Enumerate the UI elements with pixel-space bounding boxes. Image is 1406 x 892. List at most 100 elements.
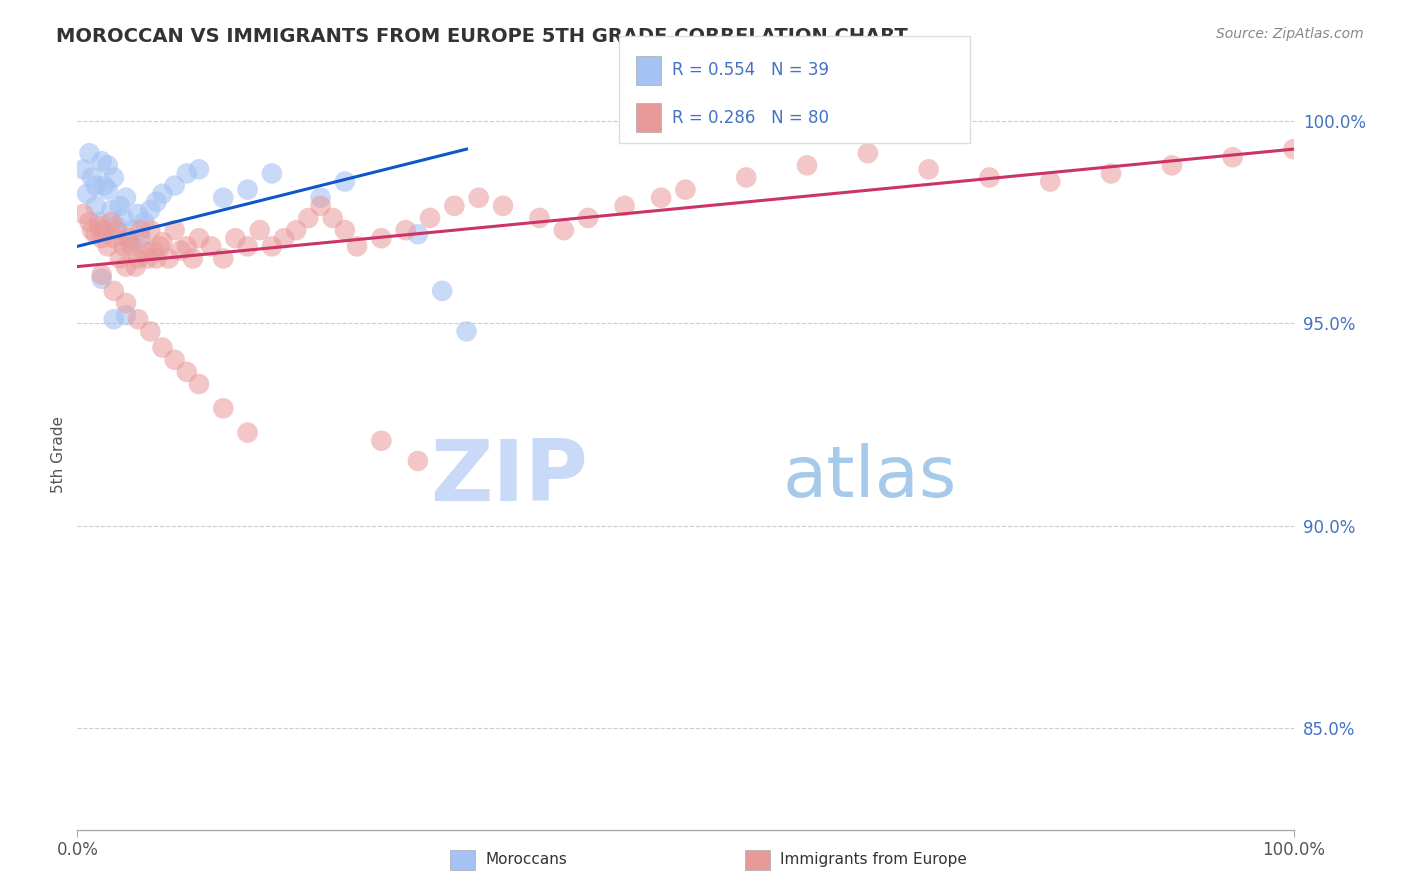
- Point: [613, 199, 636, 213]
- Point: [89, 219, 111, 233]
- Point: [157, 252, 180, 266]
- Point: [200, 239, 222, 253]
- Point: [419, 211, 441, 225]
- Point: [134, 244, 156, 258]
- Y-axis label: 5th Grade: 5th Grade: [51, 417, 66, 493]
- Point: [370, 231, 392, 245]
- Point: [97, 183, 120, 197]
- Point: [212, 191, 235, 205]
- Point: [1222, 150, 1244, 164]
- Point: [735, 170, 758, 185]
- Point: [170, 244, 193, 258]
- Point: [918, 162, 941, 177]
- Point: [260, 166, 283, 180]
- Point: [105, 219, 128, 233]
- Point: [103, 170, 125, 185]
- Point: [1161, 158, 1184, 172]
- Point: [129, 223, 152, 237]
- Point: [115, 308, 138, 322]
- Point: [112, 239, 135, 253]
- Point: [90, 271, 112, 285]
- Point: [176, 166, 198, 180]
- Text: MOROCCAN VS IMMIGRANTS FROM EUROPE 5TH GRADE CORRELATION CHART: MOROCCAN VS IMMIGRANTS FROM EUROPE 5TH G…: [56, 27, 908, 45]
- Point: [108, 252, 131, 266]
- Text: R = 0.286   N = 80: R = 0.286 N = 80: [672, 109, 830, 127]
- Point: [139, 202, 162, 217]
- Point: [72, 162, 94, 177]
- Point: [1282, 142, 1305, 156]
- Point: [103, 312, 125, 326]
- Point: [117, 235, 139, 250]
- Point: [93, 178, 115, 193]
- Point: [675, 183, 697, 197]
- Point: [127, 312, 149, 326]
- Point: [89, 215, 111, 229]
- Point: [84, 178, 107, 193]
- Point: [97, 158, 120, 172]
- Point: [212, 252, 235, 266]
- Point: [370, 434, 392, 448]
- Point: [309, 191, 332, 205]
- Point: [152, 341, 174, 355]
- Point: [145, 252, 167, 266]
- Point: [163, 178, 186, 193]
- Point: [456, 325, 478, 339]
- Point: [188, 231, 211, 245]
- Point: [80, 223, 103, 237]
- Point: [103, 231, 125, 245]
- Point: [188, 377, 211, 392]
- Point: [115, 296, 138, 310]
- Point: [72, 207, 94, 221]
- Point: [90, 268, 112, 282]
- Point: [236, 183, 259, 197]
- Point: [115, 260, 138, 274]
- Text: Immigrants from Europe: Immigrants from Europe: [780, 853, 967, 867]
- Point: [145, 194, 167, 209]
- Point: [129, 231, 152, 245]
- Point: [84, 199, 107, 213]
- Point: [260, 239, 283, 253]
- Point: [467, 191, 489, 205]
- Point: [97, 239, 120, 253]
- Point: [333, 175, 356, 189]
- Point: [176, 239, 198, 253]
- Point: [105, 223, 128, 237]
- Point: [84, 227, 107, 242]
- Point: [76, 186, 98, 201]
- Point: [152, 235, 174, 250]
- Point: [236, 425, 259, 440]
- Point: [79, 146, 101, 161]
- Point: [406, 454, 429, 468]
- Point: [650, 191, 672, 205]
- Point: [163, 223, 186, 237]
- Point: [181, 252, 204, 266]
- Point: [112, 211, 135, 225]
- Point: [90, 154, 112, 169]
- Point: [188, 162, 211, 177]
- Point: [127, 207, 149, 221]
- Point: [346, 239, 368, 253]
- Point: [136, 252, 159, 266]
- Point: [529, 211, 551, 225]
- Point: [212, 401, 235, 416]
- Point: [115, 191, 138, 205]
- Point: [576, 211, 599, 225]
- Point: [443, 199, 465, 213]
- Point: [125, 260, 148, 274]
- Text: Moroccans: Moroccans: [485, 853, 567, 867]
- Point: [139, 325, 162, 339]
- Point: [796, 158, 818, 172]
- Text: atlas: atlas: [783, 443, 957, 512]
- Point: [80, 170, 103, 185]
- Point: [93, 223, 115, 237]
- Point: [108, 199, 131, 213]
- Point: [163, 352, 186, 367]
- Point: [103, 284, 125, 298]
- Point: [79, 215, 101, 229]
- Point: [553, 223, 575, 237]
- Point: [121, 239, 143, 253]
- Point: [100, 202, 122, 217]
- Text: Source: ZipAtlas.com: Source: ZipAtlas.com: [1216, 27, 1364, 41]
- Point: [979, 170, 1001, 185]
- Point: [406, 227, 429, 242]
